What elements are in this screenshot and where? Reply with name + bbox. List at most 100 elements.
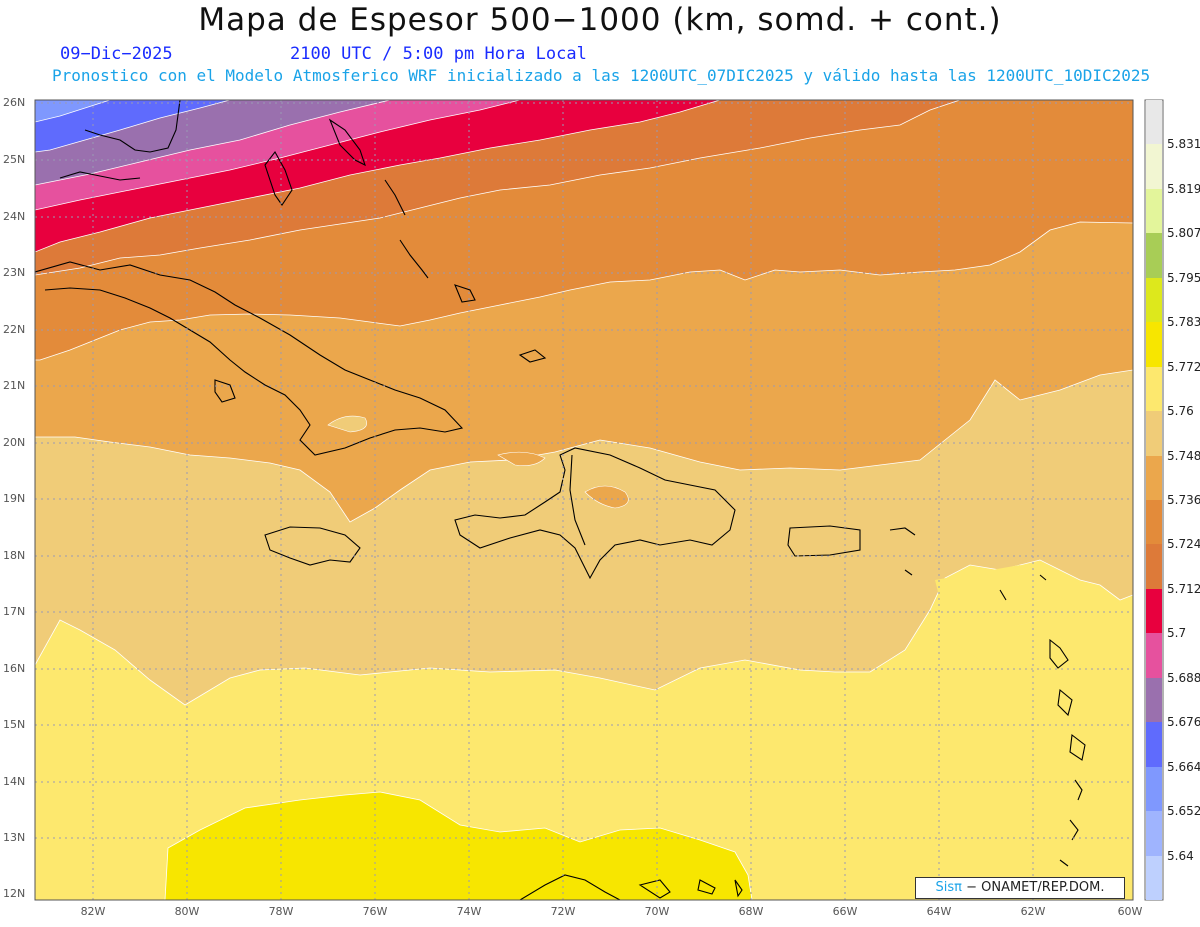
patch-hispaniola xyxy=(584,485,629,509)
colorbar-swatch xyxy=(1146,633,1162,679)
bahamas-andros xyxy=(264,151,293,206)
bahamas-long xyxy=(399,239,429,279)
colorbar-swatch xyxy=(1146,588,1162,634)
lesser-antilles-4 xyxy=(1074,779,1083,801)
lat-label: 15N xyxy=(3,718,26,731)
band-5.772 xyxy=(164,791,753,900)
map-title: Mapa de Espesor 500−1000 (km, somd. + co… xyxy=(198,2,1002,38)
puerto-rico xyxy=(787,525,861,557)
colorbar-swatch xyxy=(1146,544,1162,590)
colorbar-swatch xyxy=(1146,766,1162,812)
colorbar-label: 5.652 xyxy=(1167,804,1200,819)
colorbar-label: 5.795 xyxy=(1167,270,1200,285)
colorbar-swatch xyxy=(1146,455,1162,501)
grid xyxy=(35,100,1133,900)
venezuela-coast xyxy=(519,874,621,900)
coastlines xyxy=(35,100,1086,900)
lon-label: 76W xyxy=(362,905,388,918)
credit-brand: Sisπ xyxy=(935,880,962,895)
lat-label: 14N xyxy=(3,775,26,788)
colorbar-swatch xyxy=(1146,100,1162,145)
patch-east xyxy=(935,565,1133,900)
colorbar-label: 5.748 xyxy=(1167,448,1200,463)
lat-label: 21N xyxy=(3,379,26,392)
lon-label: 66W xyxy=(832,905,858,918)
lon-label: 82W xyxy=(80,905,106,918)
lat-label: 22N xyxy=(3,323,26,336)
lat-label: 20N xyxy=(3,436,26,449)
colorbar-label: 5.724 xyxy=(1167,537,1200,552)
patch-hispaniola-2 xyxy=(497,451,546,466)
lon-label: 74W xyxy=(456,905,482,918)
colorbar-swatch xyxy=(1146,322,1162,368)
cuba xyxy=(35,261,464,456)
colorbar-swatch xyxy=(1146,411,1162,457)
band-5.652 xyxy=(35,100,111,123)
lesser-antilles-3 xyxy=(1069,733,1086,761)
credit-box: Sisπ − ONAMET/REP.DOM. xyxy=(915,877,1125,899)
forecast-time: 2100 UTC / 5:00 pm Hora Local xyxy=(290,44,587,64)
colorbar-swatch xyxy=(1146,677,1162,723)
colorbar-swatch xyxy=(1146,500,1162,545)
turks-caicos xyxy=(518,349,547,363)
lat-label: 17N xyxy=(3,605,26,618)
credit-text: − ONAMET/REP.DOM. xyxy=(961,880,1105,895)
colorbar-label: 5.676 xyxy=(1167,715,1200,730)
jamaica xyxy=(264,526,361,566)
bahamas-inagua xyxy=(454,284,476,303)
colorbar-swatch xyxy=(1146,144,1162,190)
lon-label: 70W xyxy=(644,905,670,918)
virgin-islands xyxy=(889,527,916,536)
colorbar-label: 5.783 xyxy=(1167,315,1200,330)
forecast-date: 09−Dic−2025 xyxy=(60,44,173,64)
florida-coast xyxy=(84,100,181,153)
model-subtitle: Pronostico con el Modelo Atmosferico WRF… xyxy=(52,66,1151,85)
lesser-antilles-2 xyxy=(1057,688,1073,717)
colorbar-swatch xyxy=(1146,233,1162,279)
aruba-curacao xyxy=(638,879,743,899)
lesser-antilles-5 xyxy=(1069,819,1079,841)
hispaniola xyxy=(454,447,736,580)
colorbar-label: 5.688 xyxy=(1167,670,1200,685)
thickness-fill xyxy=(35,100,1133,900)
lon-label: 78W xyxy=(268,905,294,918)
bahamas-abaco xyxy=(328,118,366,167)
lon-label: 80W xyxy=(174,905,200,918)
lon-label: 64W xyxy=(926,905,952,918)
lat-label: 12N xyxy=(3,887,26,900)
colorbar-label: 5.772 xyxy=(1167,359,1200,374)
margarita xyxy=(904,569,1047,601)
lat-label: 19N xyxy=(3,492,26,505)
colorbar-swatch xyxy=(1146,722,1162,768)
colorbar-label: 5.7 xyxy=(1167,626,1187,641)
lat-label: 23N xyxy=(3,266,26,279)
colorbar-label: 5.664 xyxy=(1167,759,1200,774)
colorbar-label: 5.819 xyxy=(1167,181,1200,196)
lat-label: 26N xyxy=(3,96,26,109)
lon-label: 60W xyxy=(1117,905,1143,918)
colorbar-label: 5.831 xyxy=(1167,137,1200,152)
colorbar-label: 5.807 xyxy=(1167,226,1200,241)
colorbar-label: 5.76 xyxy=(1167,404,1194,419)
haiti-border xyxy=(569,454,586,546)
lat-label: 13N xyxy=(3,831,26,844)
lon-label: 68W xyxy=(738,905,764,918)
lat-label: 16N xyxy=(3,662,26,675)
colorbar-label: 5.736 xyxy=(1167,493,1200,507)
lat-label: 25N xyxy=(3,153,26,166)
lat-label: 24N xyxy=(3,210,26,223)
colorbar-swatch xyxy=(1146,855,1162,901)
map-frame xyxy=(34,99,1134,901)
lon-label: 72W xyxy=(550,905,576,918)
florida-keys xyxy=(59,171,141,181)
colorbar-swatch xyxy=(1146,188,1162,234)
colorbar-swatch xyxy=(1146,811,1162,857)
band-5.664 xyxy=(35,100,231,153)
lesser-antilles-1 xyxy=(1049,638,1069,669)
lat-label: 18N xyxy=(3,549,26,562)
colorbar-swatch xyxy=(1146,366,1162,412)
colorbar-swatch xyxy=(1146,277,1162,323)
isle-of-youth xyxy=(214,379,236,403)
patch-cuba xyxy=(327,415,367,433)
